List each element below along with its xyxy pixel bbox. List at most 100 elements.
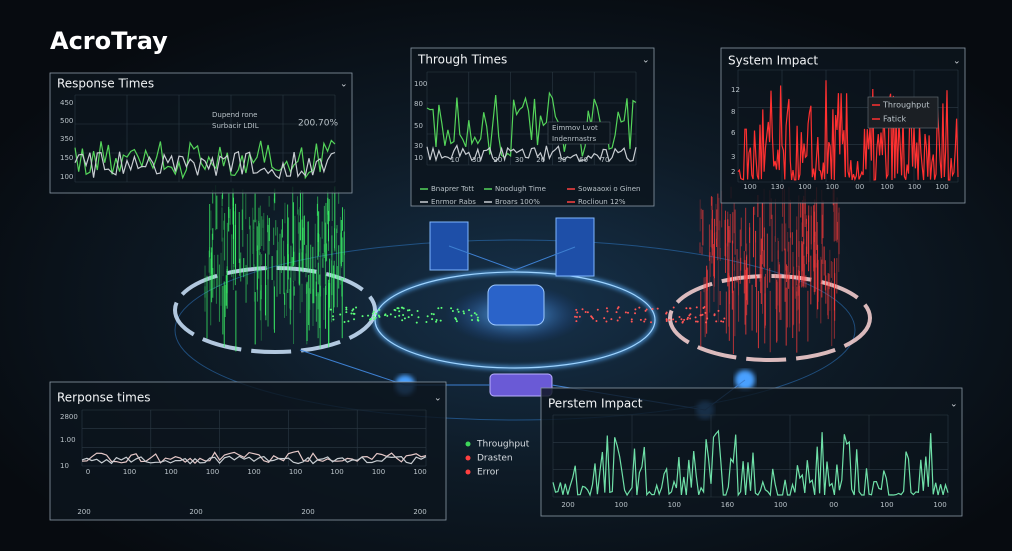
particle-dot (417, 316, 420, 319)
x-tick-label: 100 (289, 468, 302, 476)
x-tick-label: 20 (536, 156, 545, 164)
panel-title: Perstem Impact (548, 397, 643, 411)
particle-dot (339, 313, 342, 316)
particle-dot (386, 314, 389, 317)
x-tick-label: 200 (561, 501, 574, 509)
particle-dot (468, 309, 471, 312)
particle-dot (462, 310, 465, 313)
particle-dot (389, 313, 392, 316)
particle-dot (406, 309, 409, 312)
particle-dot (618, 316, 621, 319)
particle-dot (624, 311, 627, 314)
particle-dot (435, 320, 438, 323)
x-tick-label: 60 (579, 156, 588, 164)
y-tick-label: 500 (60, 117, 73, 125)
legend-text: Throughput (882, 101, 929, 110)
particle-dot (634, 308, 637, 311)
particle-dot (645, 308, 648, 311)
particle-dot (371, 312, 374, 315)
x-tick-label: 00 (829, 501, 838, 509)
particle-dot (397, 307, 400, 310)
trace (737, 80, 959, 182)
x-tick-label: 100 (164, 468, 177, 476)
panel-title: Response Times (57, 77, 154, 91)
particle-dot (398, 310, 401, 313)
particle-dot (450, 307, 453, 310)
trace (81, 455, 427, 465)
particle-dot (473, 312, 476, 315)
y-tick-label: 10 (414, 154, 423, 162)
y-tick-label: 350 (60, 135, 73, 143)
particle-dot (717, 309, 720, 312)
x-tick-label: 100 (330, 468, 343, 476)
particle-dot (704, 311, 707, 314)
x-tick-label: 30 (472, 156, 481, 164)
particle-dot (470, 314, 473, 317)
bottom-label: 200 (301, 508, 314, 516)
particle-dot (630, 320, 633, 323)
particle-dot (372, 310, 375, 313)
particle-dot (575, 315, 578, 318)
legend-dot (465, 469, 471, 475)
legend-text: Eimmov Lvot (552, 124, 598, 132)
particle-dot (475, 313, 478, 316)
particle-dot (374, 316, 377, 319)
particle-dot (650, 321, 653, 324)
legend-text: Noodugh Time (495, 185, 546, 193)
chart-panel: Response Times ⌄ 450 500 350 150 100 Dupend ron… (49, 72, 353, 194)
particle-dot (408, 309, 411, 312)
particle-dot (440, 306, 443, 309)
particle-dot (605, 320, 608, 323)
particle-dot (596, 308, 599, 311)
panel-frame (49, 381, 447, 521)
particle-dot (695, 306, 698, 309)
x-tick-label: 100 (935, 183, 948, 191)
x-tick-label: 100 (880, 501, 893, 509)
particle-dot (688, 314, 691, 317)
particle-dot (644, 309, 647, 312)
particle-dot (372, 315, 375, 318)
particle-dot (451, 309, 454, 312)
particle-dot (575, 308, 578, 311)
y-tick-label: 2 (731, 168, 735, 176)
panel-frame (49, 72, 353, 194)
particle-dot (343, 321, 346, 324)
particle-dot (402, 307, 405, 310)
panel-menu: ⌄ (642, 56, 650, 66)
particle-dot (576, 311, 579, 314)
y-tick-label: 3 (731, 153, 735, 161)
particle-dot (578, 315, 581, 318)
particle-dot (329, 308, 332, 311)
particle-dot (375, 312, 378, 315)
particle-dot (701, 313, 704, 316)
particle-dot (471, 319, 474, 322)
particle-dot (574, 315, 577, 318)
particle-dot (332, 315, 335, 318)
legend-box (867, 96, 939, 129)
particle-dot (686, 316, 689, 319)
legend-dot (465, 455, 471, 461)
inner-legend-box (547, 121, 611, 145)
particle-dot (672, 306, 675, 309)
particle-dot (353, 318, 356, 321)
legend-text: Broars 100% (495, 198, 540, 206)
x-tick-label: 100 (880, 183, 893, 191)
particle-dot (643, 320, 646, 323)
x-tick-label: 100 (206, 468, 219, 476)
particle-dot (355, 306, 358, 309)
bottom-label: 200 (189, 508, 202, 516)
particle-dot (674, 320, 677, 323)
particle-dot (394, 309, 397, 312)
y-tick-label: 8 (731, 108, 735, 116)
particle-dot (720, 320, 723, 323)
x-tick-label: 20 (493, 156, 502, 164)
particle-dot (616, 319, 619, 322)
x-tick-label: 100 (413, 468, 426, 476)
legend-text: Roclioun 12% (578, 198, 626, 206)
particle-dot (610, 318, 613, 321)
particle-dot (398, 314, 401, 317)
particle-dot (377, 314, 380, 317)
particle-dot (455, 318, 458, 321)
particle-dot (586, 311, 589, 314)
